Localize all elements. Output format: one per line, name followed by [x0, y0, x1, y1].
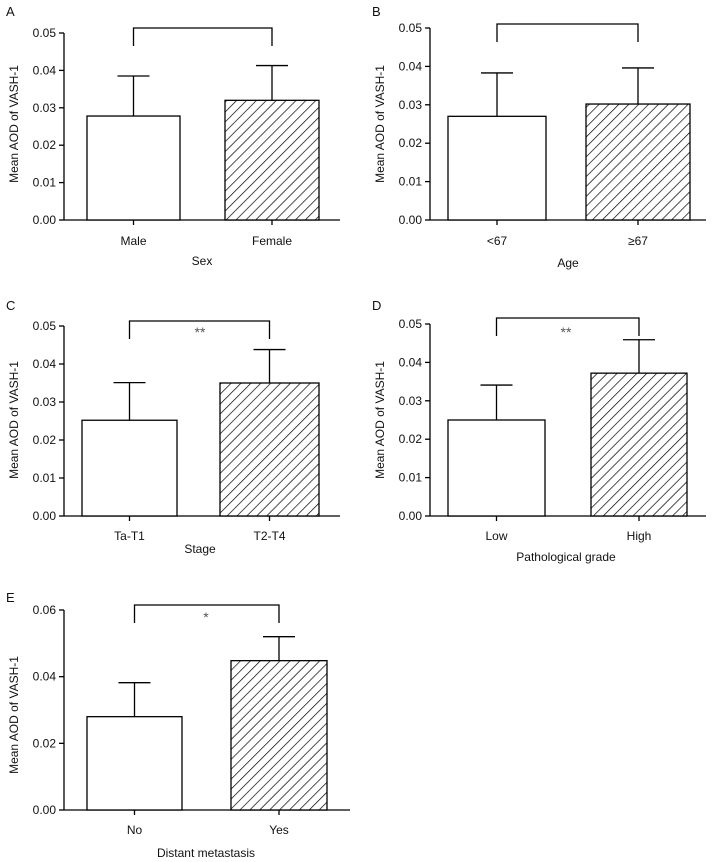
y-axis-label: Mean AOD of VASH-1	[373, 361, 387, 479]
x-tick-label: Yes	[269, 823, 289, 837]
panel-letter-b: B	[372, 4, 381, 19]
comparison-bracket	[495, 317, 640, 336]
panel-letter-d: D	[372, 298, 381, 313]
x-tick-label: <67	[487, 234, 508, 248]
panel-c: C Mean AOD of VASH-1 Stage ** 0.00 0.01 0.…	[6, 298, 340, 556]
x-tick-label: ≥67	[628, 234, 648, 248]
bar-open	[81, 419, 178, 517]
y-tick-label: 0.04	[33, 63, 57, 77]
y-tick-label: 0.01	[33, 176, 57, 190]
panel-letter-e: E	[6, 590, 15, 605]
x-tick-label: Low	[485, 529, 507, 543]
significance-marker: **	[561, 324, 572, 340]
y-tick-label: 0.03	[399, 394, 423, 408]
x-tick-label: No	[127, 823, 143, 837]
y-tick-label: 0.04	[33, 670, 57, 684]
y-axis-label: Mean AOD of VASH-1	[7, 656, 21, 774]
bar-open	[86, 716, 183, 811]
comparison-bracket	[128, 320, 271, 339]
significance-marker: *	[203, 609, 209, 625]
x-tick-label: Male	[120, 234, 146, 248]
bar-hatched	[590, 372, 688, 517]
y-tick-label: 0.01	[33, 471, 57, 485]
x-axis-title: Pathological grade	[516, 550, 616, 564]
y-tick-label: 0.02	[399, 432, 423, 446]
y-tick-label: 0.05	[33, 26, 57, 40]
bar-open	[447, 419, 546, 517]
panel-b: B Mean AOD of VASH-1 Age 0.00 0.01 0.02 0.0…	[372, 4, 706, 270]
x-tick-label: Female	[252, 234, 292, 248]
panel-e: E Mean AOD of VASH-1 Distant metastasis …	[6, 590, 350, 860]
y-axis-label: Mean AOD of VASH-1	[7, 65, 21, 183]
y-tick-label: 0.00	[33, 803, 57, 817]
y-tick-label: 0.05	[399, 21, 423, 35]
bar-hatched	[224, 99, 320, 221]
y-tick-label: 0.04	[33, 357, 57, 371]
x-axis-title: Age	[557, 256, 579, 270]
y-axis-label: Mean AOD of VASH-1	[7, 361, 21, 479]
comparison-bracket	[133, 604, 280, 623]
panel-d: D Mean AOD of VASH-1 Pathological grade …	[372, 298, 706, 564]
y-tick-label: 0.04	[399, 355, 423, 369]
y-tick-label: 0.05	[399, 317, 423, 331]
x-axis-title: Sex	[192, 254, 213, 268]
y-axis-label: Mean AOD of VASH-1	[373, 65, 387, 183]
y-tick-label: 0.06	[33, 603, 57, 617]
y-tick-label: 0.03	[33, 395, 57, 409]
y-tick-label: 0.00	[399, 509, 423, 523]
x-tick-label: High	[627, 529, 652, 543]
panel-a: A Mean AOD of VASH-1 Sex 0.00 0.01 0.02 0.0…	[6, 4, 340, 268]
bar-hatched	[219, 382, 320, 517]
y-tick-label: 0.03	[399, 98, 423, 112]
significance-marker: **	[195, 324, 206, 340]
x-tick-label: Ta-T1	[114, 529, 145, 543]
y-tick-label: 0.00	[33, 509, 57, 523]
x-axis-title: Stage	[184, 542, 216, 556]
bar-open	[86, 115, 181, 221]
panel-letter-a: A	[6, 4, 15, 19]
y-tick-label: 0.00	[33, 213, 57, 227]
y-tick-label: 0.02	[399, 136, 423, 150]
y-tick-label: 0.01	[399, 471, 423, 485]
bar-hatched	[585, 103, 691, 221]
bar-open	[447, 115, 547, 221]
panel-letter-c: C	[6, 298, 15, 313]
y-tick-label: 0.02	[33, 433, 57, 447]
x-tick-label: T2-T4	[253, 529, 285, 543]
y-tick-label: 0.02	[33, 736, 57, 750]
y-tick-label: 0.05	[33, 319, 57, 333]
comparison-bracket	[496, 23, 639, 42]
x-axis-title: Distant metastasis	[157, 846, 255, 860]
comparison-bracket	[132, 27, 273, 46]
bar-hatched	[230, 660, 328, 811]
y-tick-label: 0.04	[399, 59, 423, 73]
y-tick-label: 0.01	[399, 175, 423, 189]
y-tick-label: 0.00	[399, 213, 423, 227]
y-tick-label: 0.03	[33, 101, 57, 115]
y-tick-label: 0.02	[33, 138, 57, 152]
